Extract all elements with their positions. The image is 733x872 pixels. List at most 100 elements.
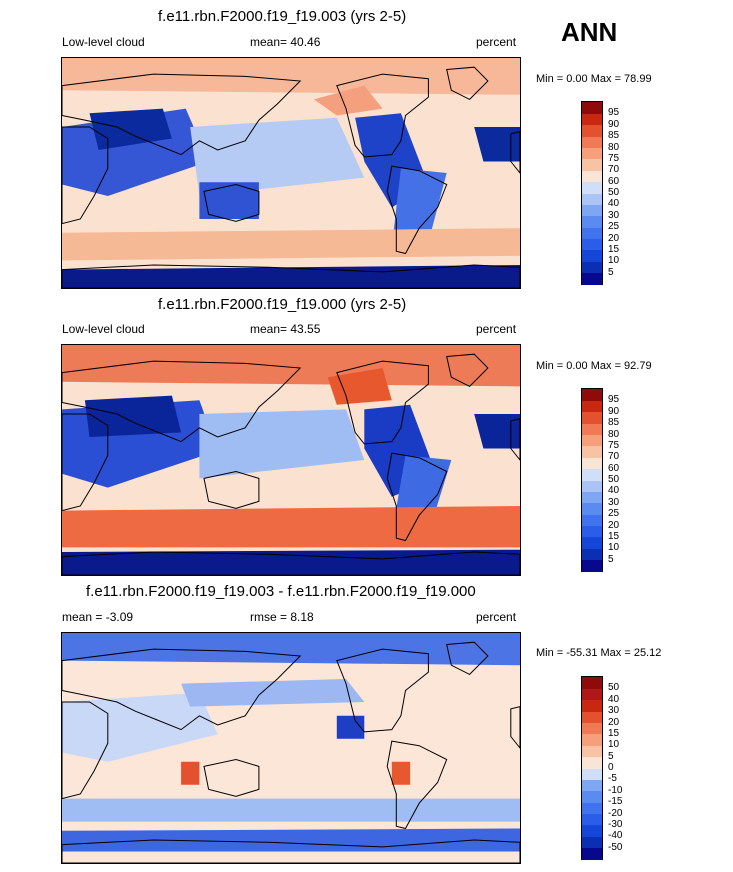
panel1-mean: mean= 40.46: [250, 35, 321, 49]
colorbar-segment: [582, 389, 602, 401]
colorbar-tick-label: 85: [608, 417, 620, 429]
colorbar-segment: [582, 272, 602, 285]
field-contour: [62, 549, 520, 575]
colorbar-tick-label: -30: [608, 818, 623, 830]
colorbar-segment: [582, 768, 602, 780]
coastline: [203, 758, 260, 797]
colorbar-tick-label: 40: [608, 485, 620, 497]
colorbar-tick-label: 85: [608, 130, 620, 142]
field-contour: [62, 828, 520, 852]
colorbar-tick-label: 15: [608, 727, 620, 739]
colorbar-segment: [582, 525, 602, 538]
colorbar-tick-label: 50: [608, 682, 620, 694]
colorbar-tick-label: 50: [608, 474, 620, 485]
colorbar-tick-label: 30: [608, 209, 620, 221]
coastline: [510, 418, 520, 461]
field-contour: [327, 368, 392, 405]
colorbar-segment: [582, 457, 602, 470]
panel3-minmax: Min = -55.31 Max = 25.12: [536, 647, 662, 659]
colorbar-tick-label: 90: [608, 405, 620, 417]
coastline: [203, 470, 260, 509]
colorbar-segment: [582, 411, 602, 424]
coastline: [62, 701, 109, 800]
field-contour: [181, 679, 365, 707]
colorbar-segment: [582, 227, 602, 239]
colorbar-segment: [582, 536, 602, 549]
coastline: [336, 73, 429, 158]
field-contour: [62, 798, 520, 822]
coastline: [203, 183, 260, 222]
field-contour: [62, 506, 520, 548]
coastline: [62, 648, 302, 731]
colorbar-segment: [582, 688, 602, 701]
panel3-units: percent: [476, 610, 517, 624]
colorbar-segment: [582, 158, 602, 171]
colorbar-tick-label: 30: [608, 496, 620, 508]
colorbar-segment: [582, 261, 602, 274]
colorbar-segment: [582, 136, 602, 148]
colorbar-tick-label: 5: [608, 750, 614, 762]
coastline: [336, 648, 429, 733]
field-contour: [62, 692, 218, 762]
colorbar-tick-label: 10: [608, 739, 620, 751]
colorbar-tick-label: -50: [608, 841, 623, 853]
coastline: [446, 641, 489, 676]
colorbar-tick-label: 30: [608, 705, 620, 717]
colorbar-tick-label: 5: [608, 553, 614, 565]
colorbar-segment: [582, 204, 602, 217]
coastline: [62, 839, 520, 863]
colorbar-tick-label: 15: [608, 243, 620, 255]
field-contour: [181, 761, 200, 785]
field-contour: [62, 228, 520, 261]
colorbar-segment: [582, 847, 602, 860]
coastline: [62, 264, 520, 288]
field-contour: [62, 58, 520, 95]
colorbar-segment: [582, 249, 602, 262]
colorbar-tick-label: -10: [608, 784, 623, 796]
coastline: [386, 165, 448, 255]
colorbar-tick-label: 95: [608, 107, 620, 119]
panel2-colorbar: 5 10 15 20 25 30 40 50 60 70 75 80 85 90 95: [581, 388, 619, 572]
colorbar-tick-label: 70: [608, 451, 620, 463]
colorbar-segment: [582, 170, 602, 183]
colorbar-segment: [582, 238, 602, 251]
coastline: [386, 740, 448, 830]
colorbar-segment: [582, 181, 602, 194]
panel3-mean: mean = -3.09: [62, 610, 134, 624]
field-contour: [190, 117, 365, 196]
coastline: [62, 413, 109, 512]
panel2-mean: mean= 43.55: [250, 322, 321, 336]
colorbar-tick-label: 60: [608, 462, 620, 474]
panel2-map: [61, 344, 521, 576]
colorbar-tick-label: 25: [608, 508, 620, 520]
colorbar-segment: [582, 102, 602, 114]
colorbar-segment: [582, 779, 602, 792]
colorbar-segment: [582, 711, 602, 723]
colorbar-segment: [582, 790, 602, 803]
colorbar-segment: [582, 548, 602, 561]
colorbar-segment: [582, 699, 602, 712]
field-contour: [391, 761, 411, 785]
colorbar-tick-label: 15: [608, 530, 620, 542]
colorbar-tick-label: 5: [608, 266, 614, 278]
season-label: ANN: [561, 17, 618, 47]
coastline: [62, 126, 109, 225]
colorbar-segment: [582, 215, 602, 228]
colorbar-segment: [582, 400, 602, 413]
colorbar-segment: [582, 559, 602, 572]
colorbar-segment: [582, 756, 602, 769]
field-contour: [313, 85, 383, 116]
panel1-title: f.e11.rbn.F2000.f19_f19.003 (yrs 2-5): [158, 8, 407, 25]
colorbar-tick-label: -5: [608, 773, 617, 785]
colorbar-segment: [582, 514, 602, 526]
colorbar-tick-label: 20: [608, 232, 620, 244]
field-contour: [84, 395, 182, 437]
panel2-units: percent: [476, 322, 517, 336]
colorbar-segment: [582, 722, 602, 735]
colorbar-tick-label: -20: [608, 807, 623, 819]
colorbar-tick-label: 80: [608, 141, 620, 153]
coastline: [446, 353, 489, 388]
colorbar-tick-label: 40: [608, 198, 620, 210]
panel1-variable: Low-level cloud: [62, 35, 145, 49]
panel1-units: percent: [476, 35, 517, 49]
